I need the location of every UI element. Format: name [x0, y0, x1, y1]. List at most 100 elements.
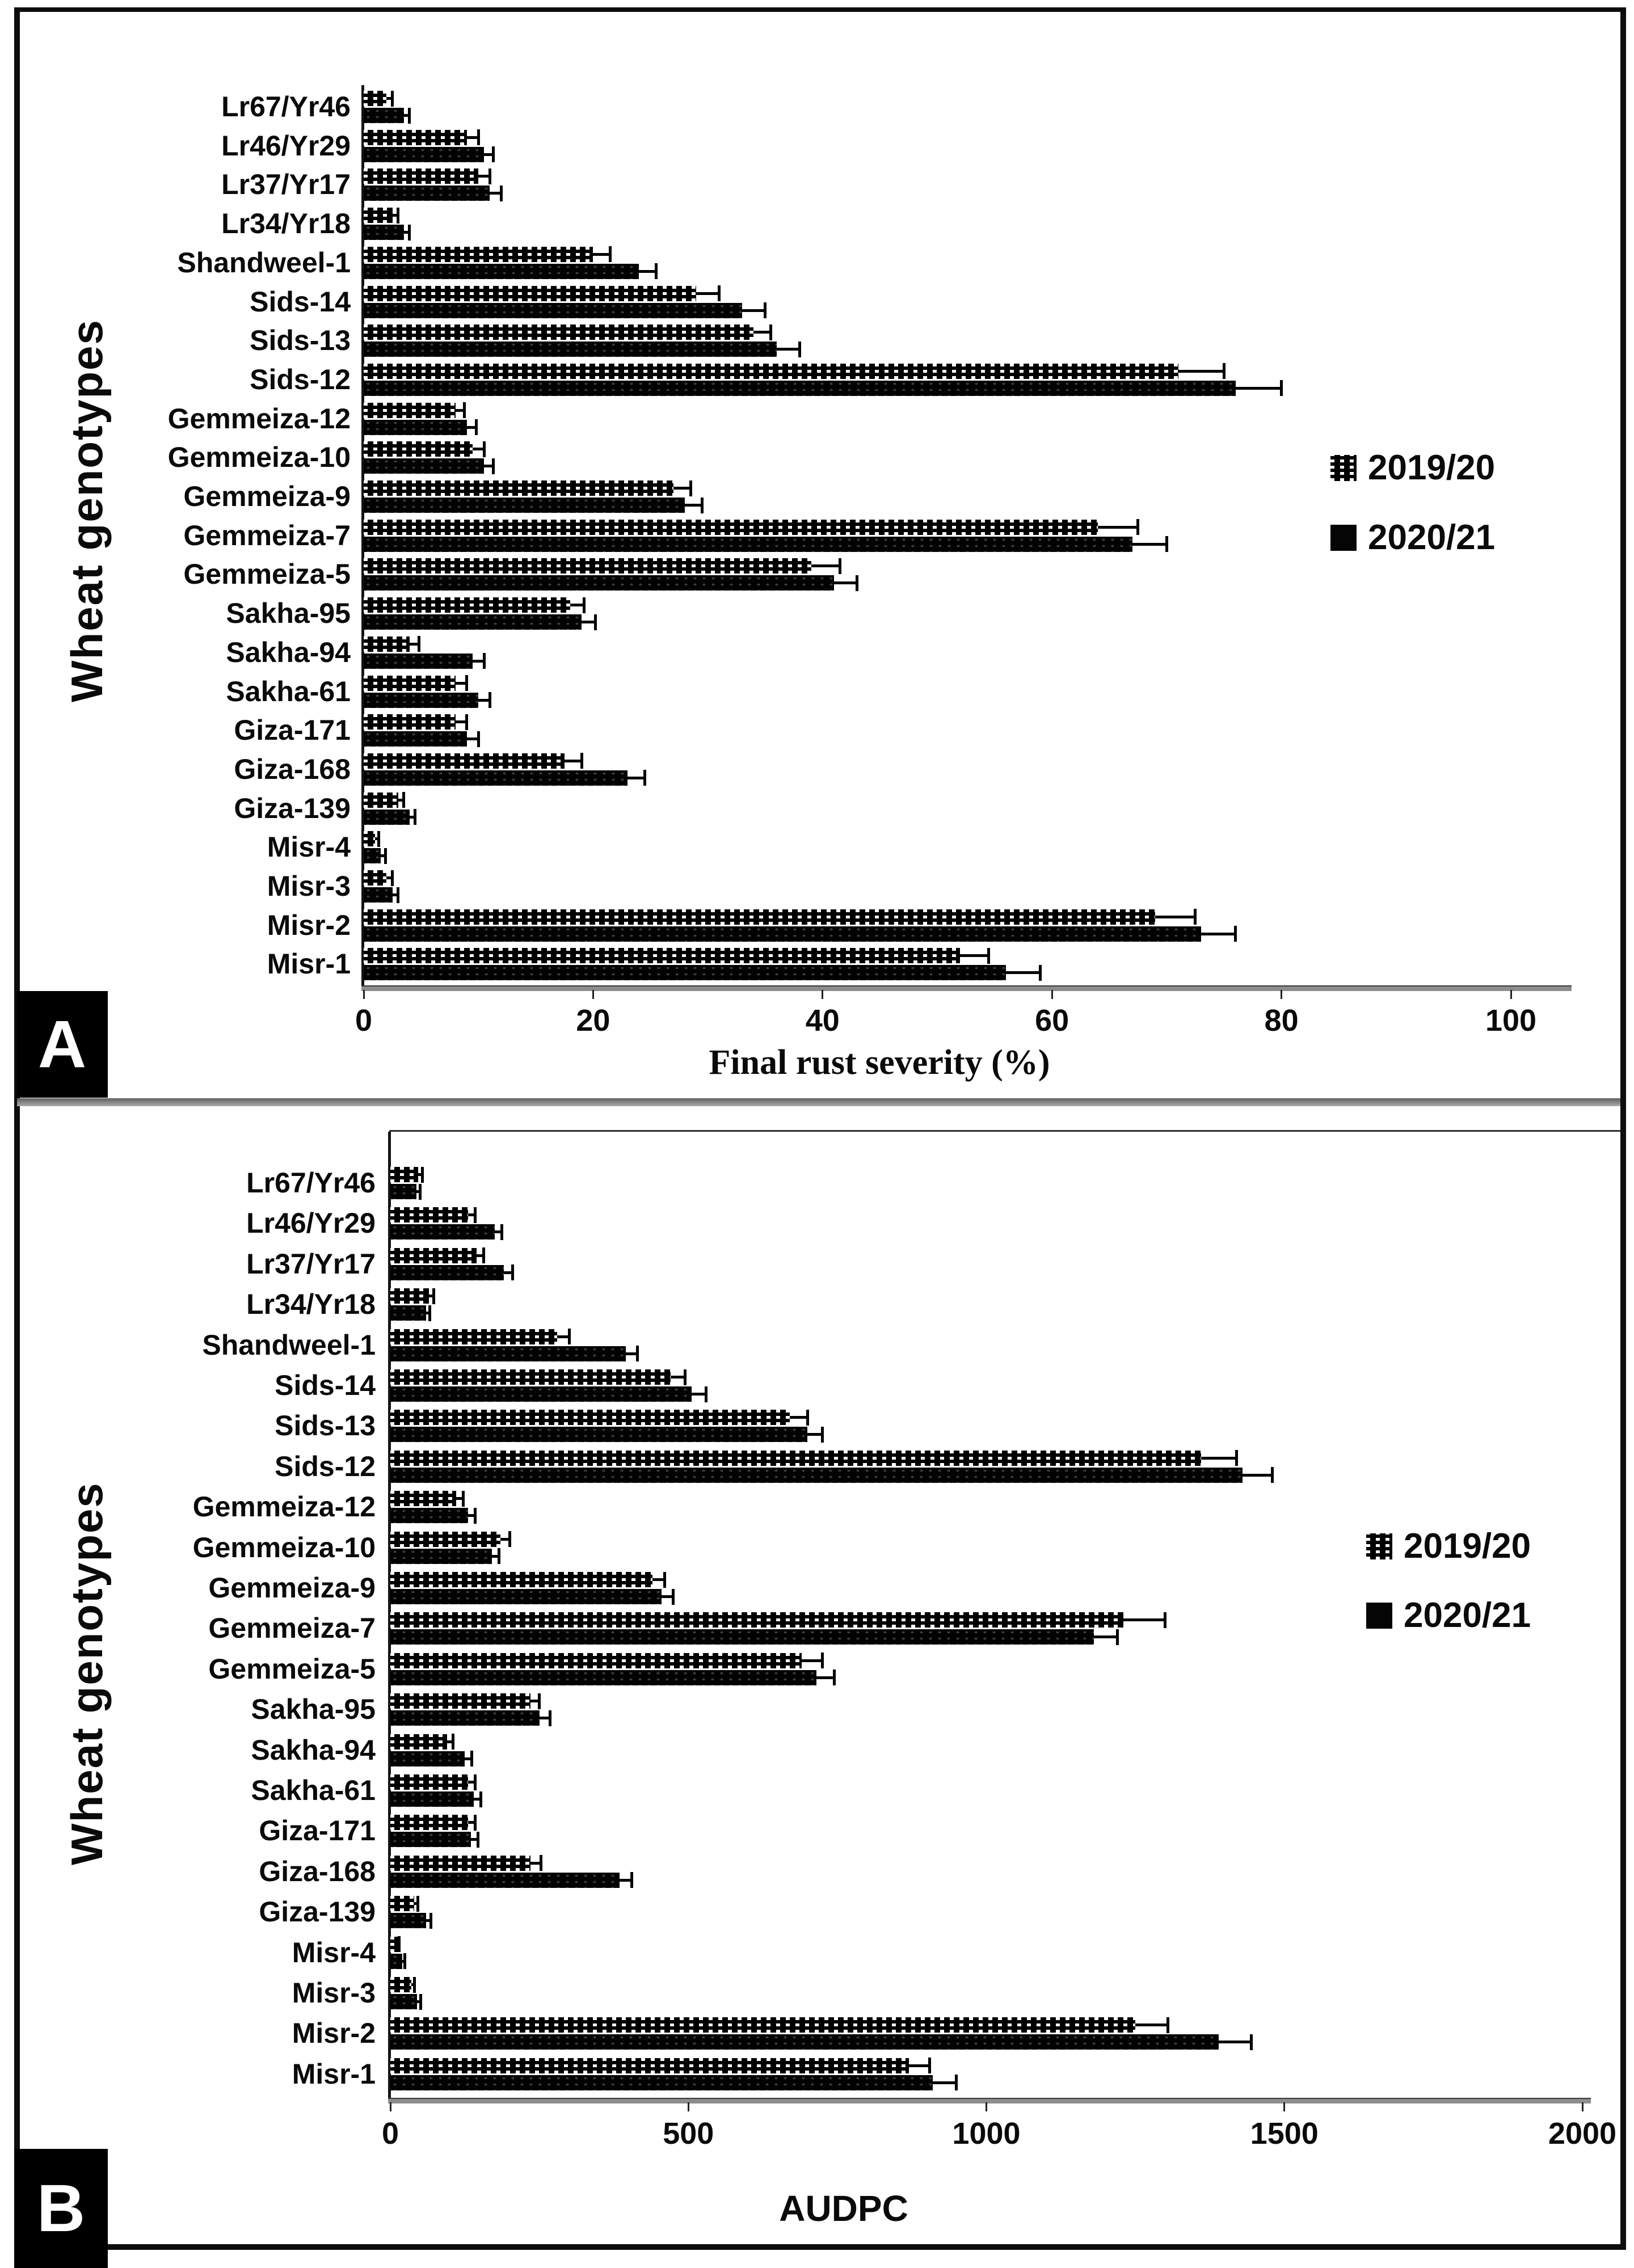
- category-label: Gemmeiza-9: [183, 480, 351, 512]
- bar-2019-20: [390, 1815, 468, 1831]
- bar-2020-21: [364, 614, 582, 630]
- bar-2019-20: [390, 1936, 398, 1952]
- x-tick-label: 1500: [1250, 2117, 1319, 2151]
- bar-2019-20: [364, 636, 410, 652]
- error-bar-cap: [408, 107, 411, 124]
- error-bar-cap: [987, 947, 991, 964]
- bar-2020-21: [390, 1548, 492, 1564]
- panel-b-x-axis-line: [388, 2098, 1591, 2103]
- error-bar-cap: [663, 1571, 666, 1588]
- error-bar-line: [1132, 542, 1167, 546]
- error-bar-cap: [398, 1936, 401, 1953]
- error-bar-cap: [549, 1710, 552, 1726]
- x-tick-label: 20: [576, 1004, 610, 1038]
- error-bar-cap: [833, 1670, 836, 1686]
- error-bar-cap: [429, 1912, 432, 1929]
- bar-2020-21: [364, 575, 835, 591]
- error-bar-cap: [477, 129, 480, 146]
- error-bar-line: [466, 737, 479, 741]
- error-bar-cap: [700, 497, 704, 513]
- bar-2020-21: [364, 653, 473, 669]
- error-bar-line: [582, 621, 596, 624]
- error-bar-cap: [377, 831, 380, 847]
- x-tick-label: 2000: [1548, 2117, 1617, 2151]
- bar-2019-20: [364, 675, 456, 691]
- error-bar-cap: [718, 285, 721, 301]
- error-bar-line: [1123, 1618, 1165, 1622]
- error-bar-cap: [428, 1305, 431, 1321]
- category-label: Giza-139: [259, 1896, 376, 1928]
- bar-2019-20: [390, 1491, 456, 1507]
- error-bar-cap: [538, 1693, 541, 1709]
- bar-2019-20: [364, 441, 473, 457]
- error-bar-cap: [630, 1872, 633, 1888]
- error-bar-cap: [419, 1993, 423, 2010]
- category-label: Lr46/Yr29: [246, 1207, 376, 1240]
- category-label: Shandweel-1: [202, 1329, 376, 1361]
- error-bar-line: [1093, 1635, 1118, 1639]
- error-bar-line: [1155, 915, 1195, 918]
- category-label: Gemmeiza-12: [167, 402, 351, 435]
- bar-2019-20: [390, 1572, 653, 1587]
- error-bar-line: [742, 309, 765, 312]
- error-bar-cap: [491, 146, 495, 163]
- bar-2020-21: [364, 186, 490, 201]
- bar-2020-21: [390, 1994, 418, 2009]
- error-bar-cap: [838, 558, 841, 574]
- bar-2019-20: [390, 1652, 802, 1668]
- error-bar-cap: [928, 2058, 932, 2074]
- error-bar-cap: [408, 224, 411, 241]
- x-tick-mark: [1281, 990, 1283, 999]
- error-bar-line: [494, 1230, 502, 1234]
- error-bar-line: [386, 97, 393, 100]
- panel-b-y-axis-line: [388, 1132, 391, 2102]
- error-bar-line: [375, 837, 379, 841]
- error-bar-cap: [482, 441, 486, 457]
- error-bar-line: [932, 2081, 957, 2084]
- error-bar-line: [398, 798, 404, 802]
- bar-2019-20: [364, 208, 393, 224]
- error-bar-line: [403, 231, 410, 234]
- error-bar-cap: [488, 168, 491, 184]
- error-bar-line: [530, 1700, 540, 1703]
- error-bar-line: [465, 1757, 472, 1760]
- error-bar-cap: [1234, 926, 1237, 942]
- error-bar-line: [628, 776, 645, 779]
- bar-2020-21: [390, 1670, 817, 1685]
- error-bar-cap: [432, 1288, 436, 1304]
- bar-2019-20: [364, 363, 1178, 379]
- error-bar-cap: [461, 1490, 465, 1507]
- error-bar-cap: [414, 809, 417, 825]
- error-bar-line: [409, 642, 419, 646]
- bar-2020-21: [390, 1710, 540, 1726]
- error-bar-cap: [593, 614, 597, 630]
- x-tick-mark: [1051, 990, 1053, 999]
- bar-2019-20: [364, 753, 565, 769]
- x-tick-mark: [592, 990, 594, 999]
- panel-b-legend-item-2019-20: 2019/20: [1366, 1526, 1531, 1566]
- error-bar-cap: [497, 1548, 500, 1565]
- bar-2020-21: [364, 731, 467, 747]
- error-bar-line: [661, 1595, 673, 1598]
- error-bar-line: [416, 1190, 420, 1193]
- x-tick-mark: [1581, 2102, 1584, 2111]
- bar-2020-21: [364, 263, 639, 279]
- category-label: Sids-13: [250, 324, 351, 357]
- panel-a-x-axis-title: Final rust severity (%): [709, 1043, 1050, 1082]
- error-bar-line: [503, 1271, 513, 1274]
- error-bar-line: [1243, 1473, 1273, 1477]
- error-bar-cap: [955, 2075, 958, 2091]
- x-tick-label: 60: [1035, 1004, 1069, 1038]
- error-bar-cap: [491, 458, 495, 474]
- error-bar-line: [392, 893, 398, 896]
- bar-2020-21: [364, 536, 1132, 552]
- category-label: Gemmeiza-10: [192, 1531, 376, 1563]
- error-bar-line: [426, 1919, 431, 1923]
- bar-2019-20: [390, 1693, 530, 1709]
- error-bar-cap: [421, 1166, 424, 1183]
- error-bar-cap: [806, 1409, 809, 1426]
- category-label: Shandweel-1: [177, 246, 351, 279]
- error-bar-line: [447, 1740, 453, 1743]
- error-bar-cap: [419, 1183, 422, 1200]
- bar-2019-20: [390, 2058, 909, 2073]
